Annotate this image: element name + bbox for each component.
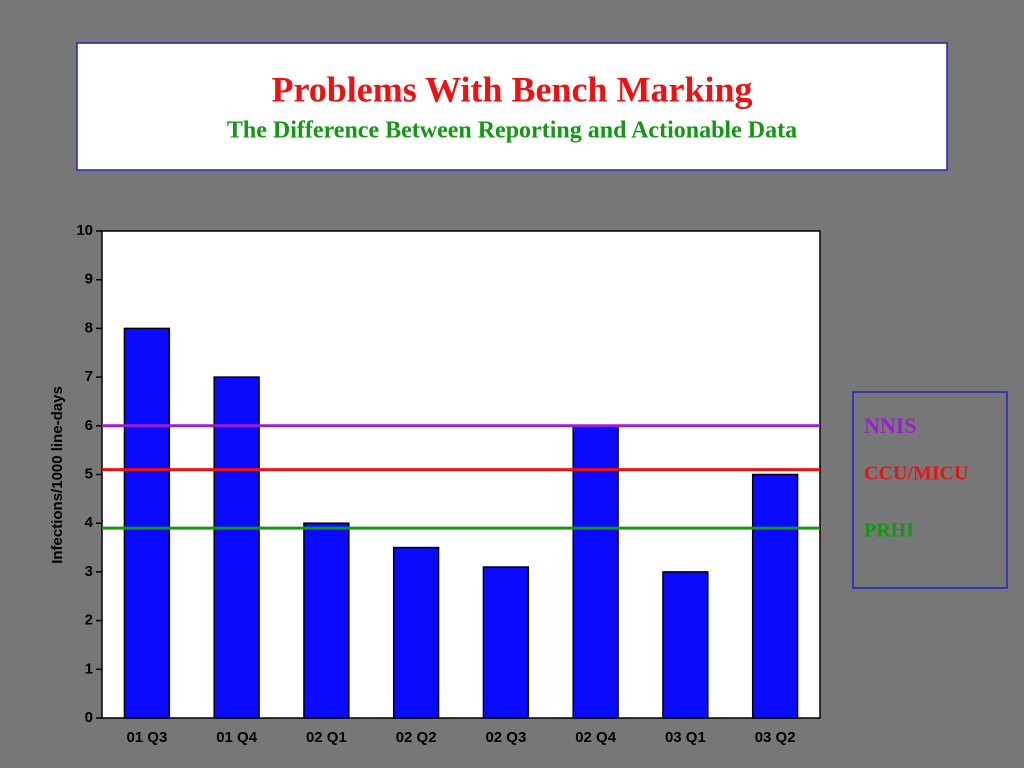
- legend-label: NNIS: [864, 413, 917, 438]
- y-tick-label: 7: [85, 368, 93, 385]
- bar: [213, 376, 260, 719]
- bar: [662, 571, 709, 719]
- y-tick-label: 2: [85, 612, 93, 629]
- chart-title: Problems With Bench Marking: [271, 69, 752, 109]
- x-tick-label: 01 Q4: [216, 729, 258, 746]
- x-tick-label: 02 Q3: [485, 729, 526, 746]
- x-tick-label: 03 Q2: [755, 729, 796, 746]
- x-tick-label: 02 Q1: [306, 729, 347, 746]
- legend-label: CCU/MICU: [864, 463, 968, 485]
- x-tick-label: 01 Q3: [126, 729, 167, 746]
- bar: [392, 546, 440, 719]
- y-tick-label: 1: [85, 660, 93, 677]
- y-tick-label: 9: [85, 271, 93, 288]
- plot-area: [101, 230, 821, 719]
- bar: [482, 566, 530, 719]
- y-tick-label: 0: [85, 709, 93, 726]
- x-tick-label: 02 Q4: [575, 729, 617, 746]
- x-tick-label: 03 Q1: [665, 729, 706, 746]
- y-tick-label: 8: [85, 319, 93, 336]
- chart-subtitle: The Difference Between Reporting and Act…: [227, 118, 797, 144]
- y-tick-label: 10: [76, 222, 93, 239]
- legend-box: [852, 391, 1008, 589]
- bar: [303, 522, 350, 719]
- bar: [123, 327, 171, 719]
- y-tick-label: 6: [85, 417, 93, 434]
- title-box: [76, 42, 948, 171]
- y-tick-label: 3: [85, 563, 93, 580]
- x-tick-label: 02 Q2: [396, 729, 437, 746]
- bar: [751, 473, 799, 719]
- y-axis-label: Infections/1000 line-days: [49, 386, 66, 564]
- y-tick-label: 4: [85, 514, 94, 531]
- bar: [572, 425, 619, 719]
- legend-label: PRHI: [864, 520, 914, 542]
- y-tick-label: 5: [85, 465, 93, 482]
